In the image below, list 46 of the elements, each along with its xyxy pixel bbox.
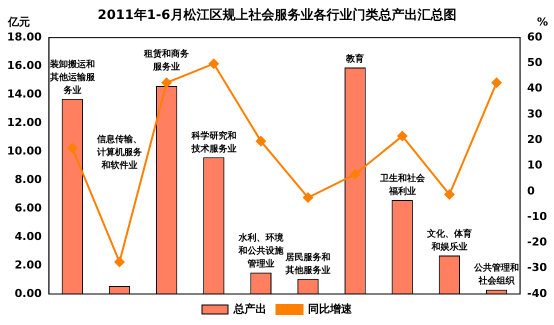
y2-tick-label: -40 [527, 286, 548, 300]
y2-tick-label: 50 [527, 56, 543, 70]
y2-tick-label: 60 [527, 30, 543, 44]
y-tick-label: 18.00 [6, 30, 42, 44]
legend-label: 总产出 [232, 302, 266, 316]
point [492, 78, 502, 88]
x-tick-label: 公共管理和社会组织 [473, 262, 520, 287]
point [256, 136, 266, 146]
y2-tick-label: -10 [527, 210, 548, 223]
y2-axis-title: % [536, 16, 548, 29]
y-tick-label: 4.00 [14, 230, 42, 243]
y-tick-label: 2.00 [14, 258, 42, 272]
chart-title: 2011年1-6月松江区规上社会服务业各行业门类总产出汇总图 [98, 7, 456, 24]
y2-tick-label: 20 [527, 133, 543, 146]
x-tick-label: 装卸搬运和其他运输服务业 [48, 58, 96, 96]
y-axis-title: 亿元 [7, 16, 30, 29]
x-tick-label: 教育 [345, 52, 364, 65]
y2-tick-label: -30 [527, 261, 548, 274]
y2-tick-label: 40 [527, 82, 543, 95]
point [350, 169, 360, 180]
y-tick-label: 6.00 [14, 201, 42, 214]
y2-tick-label: 0 [527, 184, 536, 198]
point [208, 58, 219, 69]
point [162, 78, 172, 88]
x-tick-label: 居民服务和其他服务业 [284, 252, 331, 276]
point [67, 143, 78, 154]
y-tick-label: 16.00 [6, 58, 42, 72]
point [444, 190, 454, 200]
x-tick-label: 文化、体育和娱乐业 [426, 228, 472, 253]
point [397, 131, 408, 142]
x-tick-label: 信息传输、计算机服务和软件业 [96, 134, 142, 171]
legend-label: 同比增速 [308, 302, 353, 316]
y-tick-label: 12.00 [6, 116, 42, 129]
y-tick-label: 14.00 [6, 87, 42, 100]
y-tick-label: 10.00 [6, 144, 42, 158]
x-tick-label: 卫生和社会福利业 [378, 172, 426, 197]
y2-tick-label: 30 [527, 107, 543, 120]
y2-tick-label: -20 [527, 236, 548, 249]
point [303, 192, 314, 203]
x-tick-label: 水利、环境和公共设施管理业 [237, 232, 284, 270]
x-tick-label: 租赁和商务服务业 [143, 48, 190, 73]
y2-tick-label: 10 [527, 158, 543, 172]
y-tick-label: 8.00 [14, 172, 42, 186]
x-tick-label: 科学研究和技术服务业 [190, 130, 236, 154]
point [114, 256, 124, 267]
y-tick-label: 0.00 [14, 286, 42, 300]
